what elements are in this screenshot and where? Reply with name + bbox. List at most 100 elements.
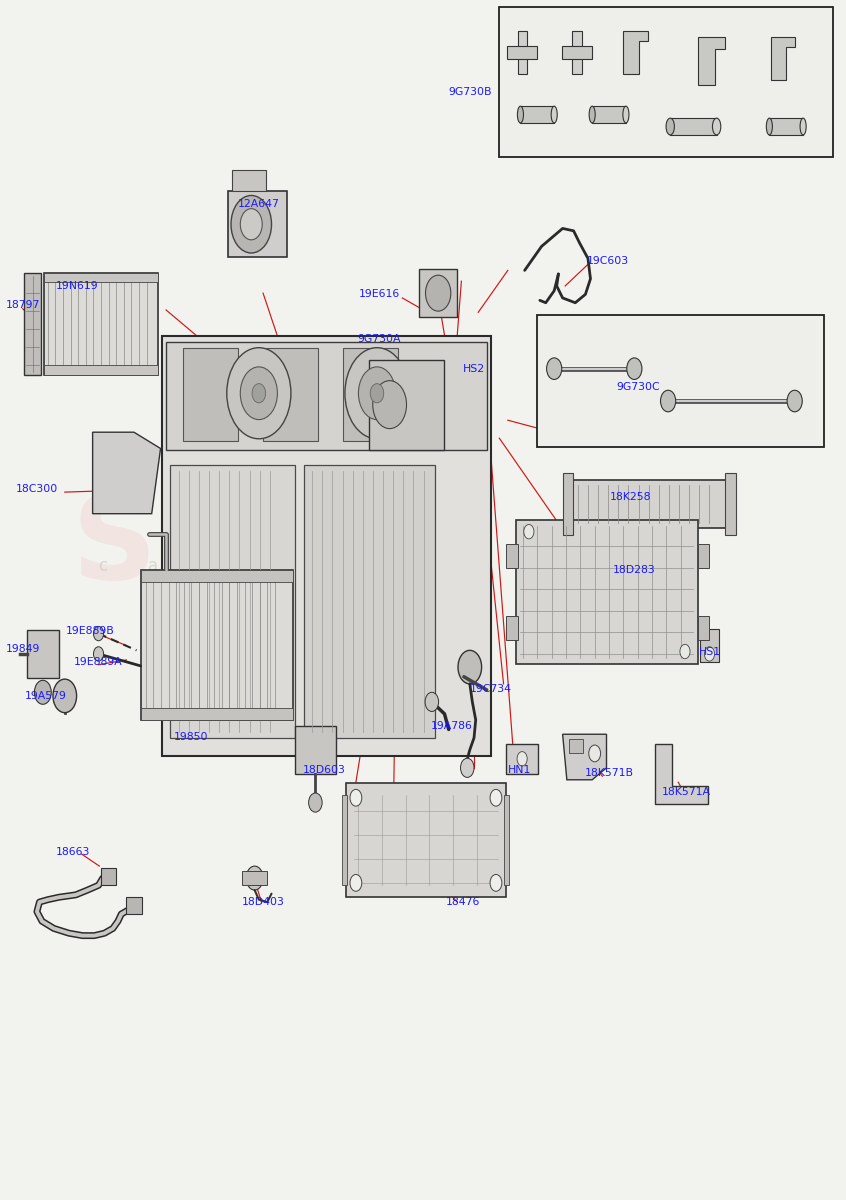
Ellipse shape	[551, 106, 558, 122]
Polygon shape	[624, 31, 648, 74]
Text: 19C734: 19C734	[470, 684, 512, 694]
Text: 9G730B: 9G730B	[448, 86, 492, 97]
Text: 18K258: 18K258	[609, 492, 651, 502]
Ellipse shape	[766, 118, 772, 134]
Circle shape	[53, 679, 77, 713]
Polygon shape	[656, 744, 708, 804]
Bar	[44, 272, 157, 374]
Polygon shape	[563, 734, 607, 780]
Text: 19N619: 19N619	[56, 281, 99, 290]
Bar	[507, 46, 537, 59]
Circle shape	[458, 650, 481, 684]
Circle shape	[350, 790, 362, 806]
Text: HN1: HN1	[508, 766, 531, 775]
Circle shape	[35, 680, 52, 704]
Text: SCUD: SCUD	[72, 488, 437, 604]
Text: 19849: 19849	[5, 644, 40, 654]
Bar	[571, 480, 728, 528]
Circle shape	[227, 348, 291, 439]
Bar	[419, 269, 457, 317]
Bar	[25, 272, 41, 374]
Bar	[726, 473, 736, 535]
Text: HS1: HS1	[700, 647, 722, 656]
Circle shape	[490, 790, 502, 806]
Bar	[573, 31, 581, 74]
Circle shape	[680, 644, 690, 659]
Bar	[304, 466, 436, 738]
Text: a: a	[148, 558, 158, 576]
Ellipse shape	[712, 118, 721, 134]
Bar	[670, 118, 717, 134]
Text: 9G730A: 9G730A	[358, 334, 401, 343]
Bar	[562, 46, 592, 59]
Text: HS2: HS2	[463, 364, 485, 373]
Bar	[346, 784, 506, 898]
Ellipse shape	[589, 106, 596, 122]
Bar	[516, 520, 698, 664]
Text: 18K571A: 18K571A	[662, 787, 711, 797]
Text: 18D603: 18D603	[302, 766, 345, 775]
Circle shape	[425, 692, 438, 712]
Circle shape	[373, 380, 407, 428]
Text: 18797: 18797	[5, 300, 40, 310]
Ellipse shape	[623, 106, 629, 122]
Bar	[170, 466, 295, 738]
Bar	[162, 336, 491, 756]
Bar	[101, 869, 116, 886]
Bar	[44, 365, 157, 374]
Bar	[232, 169, 266, 191]
Bar	[242, 871, 267, 886]
Text: 19E889B: 19E889B	[66, 626, 114, 636]
Text: 19A786: 19A786	[431, 721, 472, 731]
Bar	[569, 739, 583, 754]
Text: 19E889A: 19E889A	[74, 658, 123, 667]
Bar	[518, 31, 527, 74]
Polygon shape	[698, 37, 725, 84]
Text: 19A579: 19A579	[25, 691, 66, 701]
Circle shape	[240, 367, 277, 420]
Circle shape	[252, 384, 266, 403]
Bar	[520, 106, 554, 122]
Bar	[140, 708, 293, 720]
Bar	[140, 570, 293, 582]
Circle shape	[309, 793, 322, 812]
Ellipse shape	[518, 106, 524, 122]
Circle shape	[350, 875, 362, 892]
Circle shape	[345, 348, 409, 439]
Bar	[537, 314, 824, 446]
Text: 18663: 18663	[56, 847, 91, 857]
Bar	[126, 898, 141, 914]
Bar	[140, 570, 293, 720]
Bar	[592, 106, 626, 122]
Circle shape	[661, 390, 676, 412]
Bar	[343, 796, 348, 886]
Bar	[563, 473, 573, 535]
Circle shape	[240, 209, 262, 240]
Circle shape	[589, 745, 601, 762]
Bar	[506, 744, 538, 774]
Bar	[506, 616, 518, 640]
Bar	[166, 342, 486, 450]
Bar	[27, 630, 59, 678]
Circle shape	[705, 647, 715, 661]
Text: 18476: 18476	[446, 898, 481, 907]
Polygon shape	[92, 432, 161, 514]
Polygon shape	[771, 37, 795, 80]
Circle shape	[490, 875, 502, 892]
Text: 18K571B: 18K571B	[585, 768, 634, 778]
Bar	[499, 7, 832, 156]
Text: 19E616: 19E616	[359, 289, 400, 299]
Bar	[506, 544, 518, 568]
Circle shape	[93, 626, 103, 641]
Circle shape	[524, 524, 534, 539]
Text: 12A647: 12A647	[238, 199, 280, 210]
Circle shape	[231, 196, 272, 253]
Circle shape	[547, 358, 562, 379]
Bar	[698, 544, 710, 568]
Text: r: r	[184, 558, 190, 576]
Ellipse shape	[666, 118, 674, 134]
Ellipse shape	[800, 118, 806, 134]
Bar	[295, 726, 336, 774]
Text: 18C300: 18C300	[16, 484, 58, 493]
Text: 9G730C: 9G730C	[617, 382, 661, 391]
